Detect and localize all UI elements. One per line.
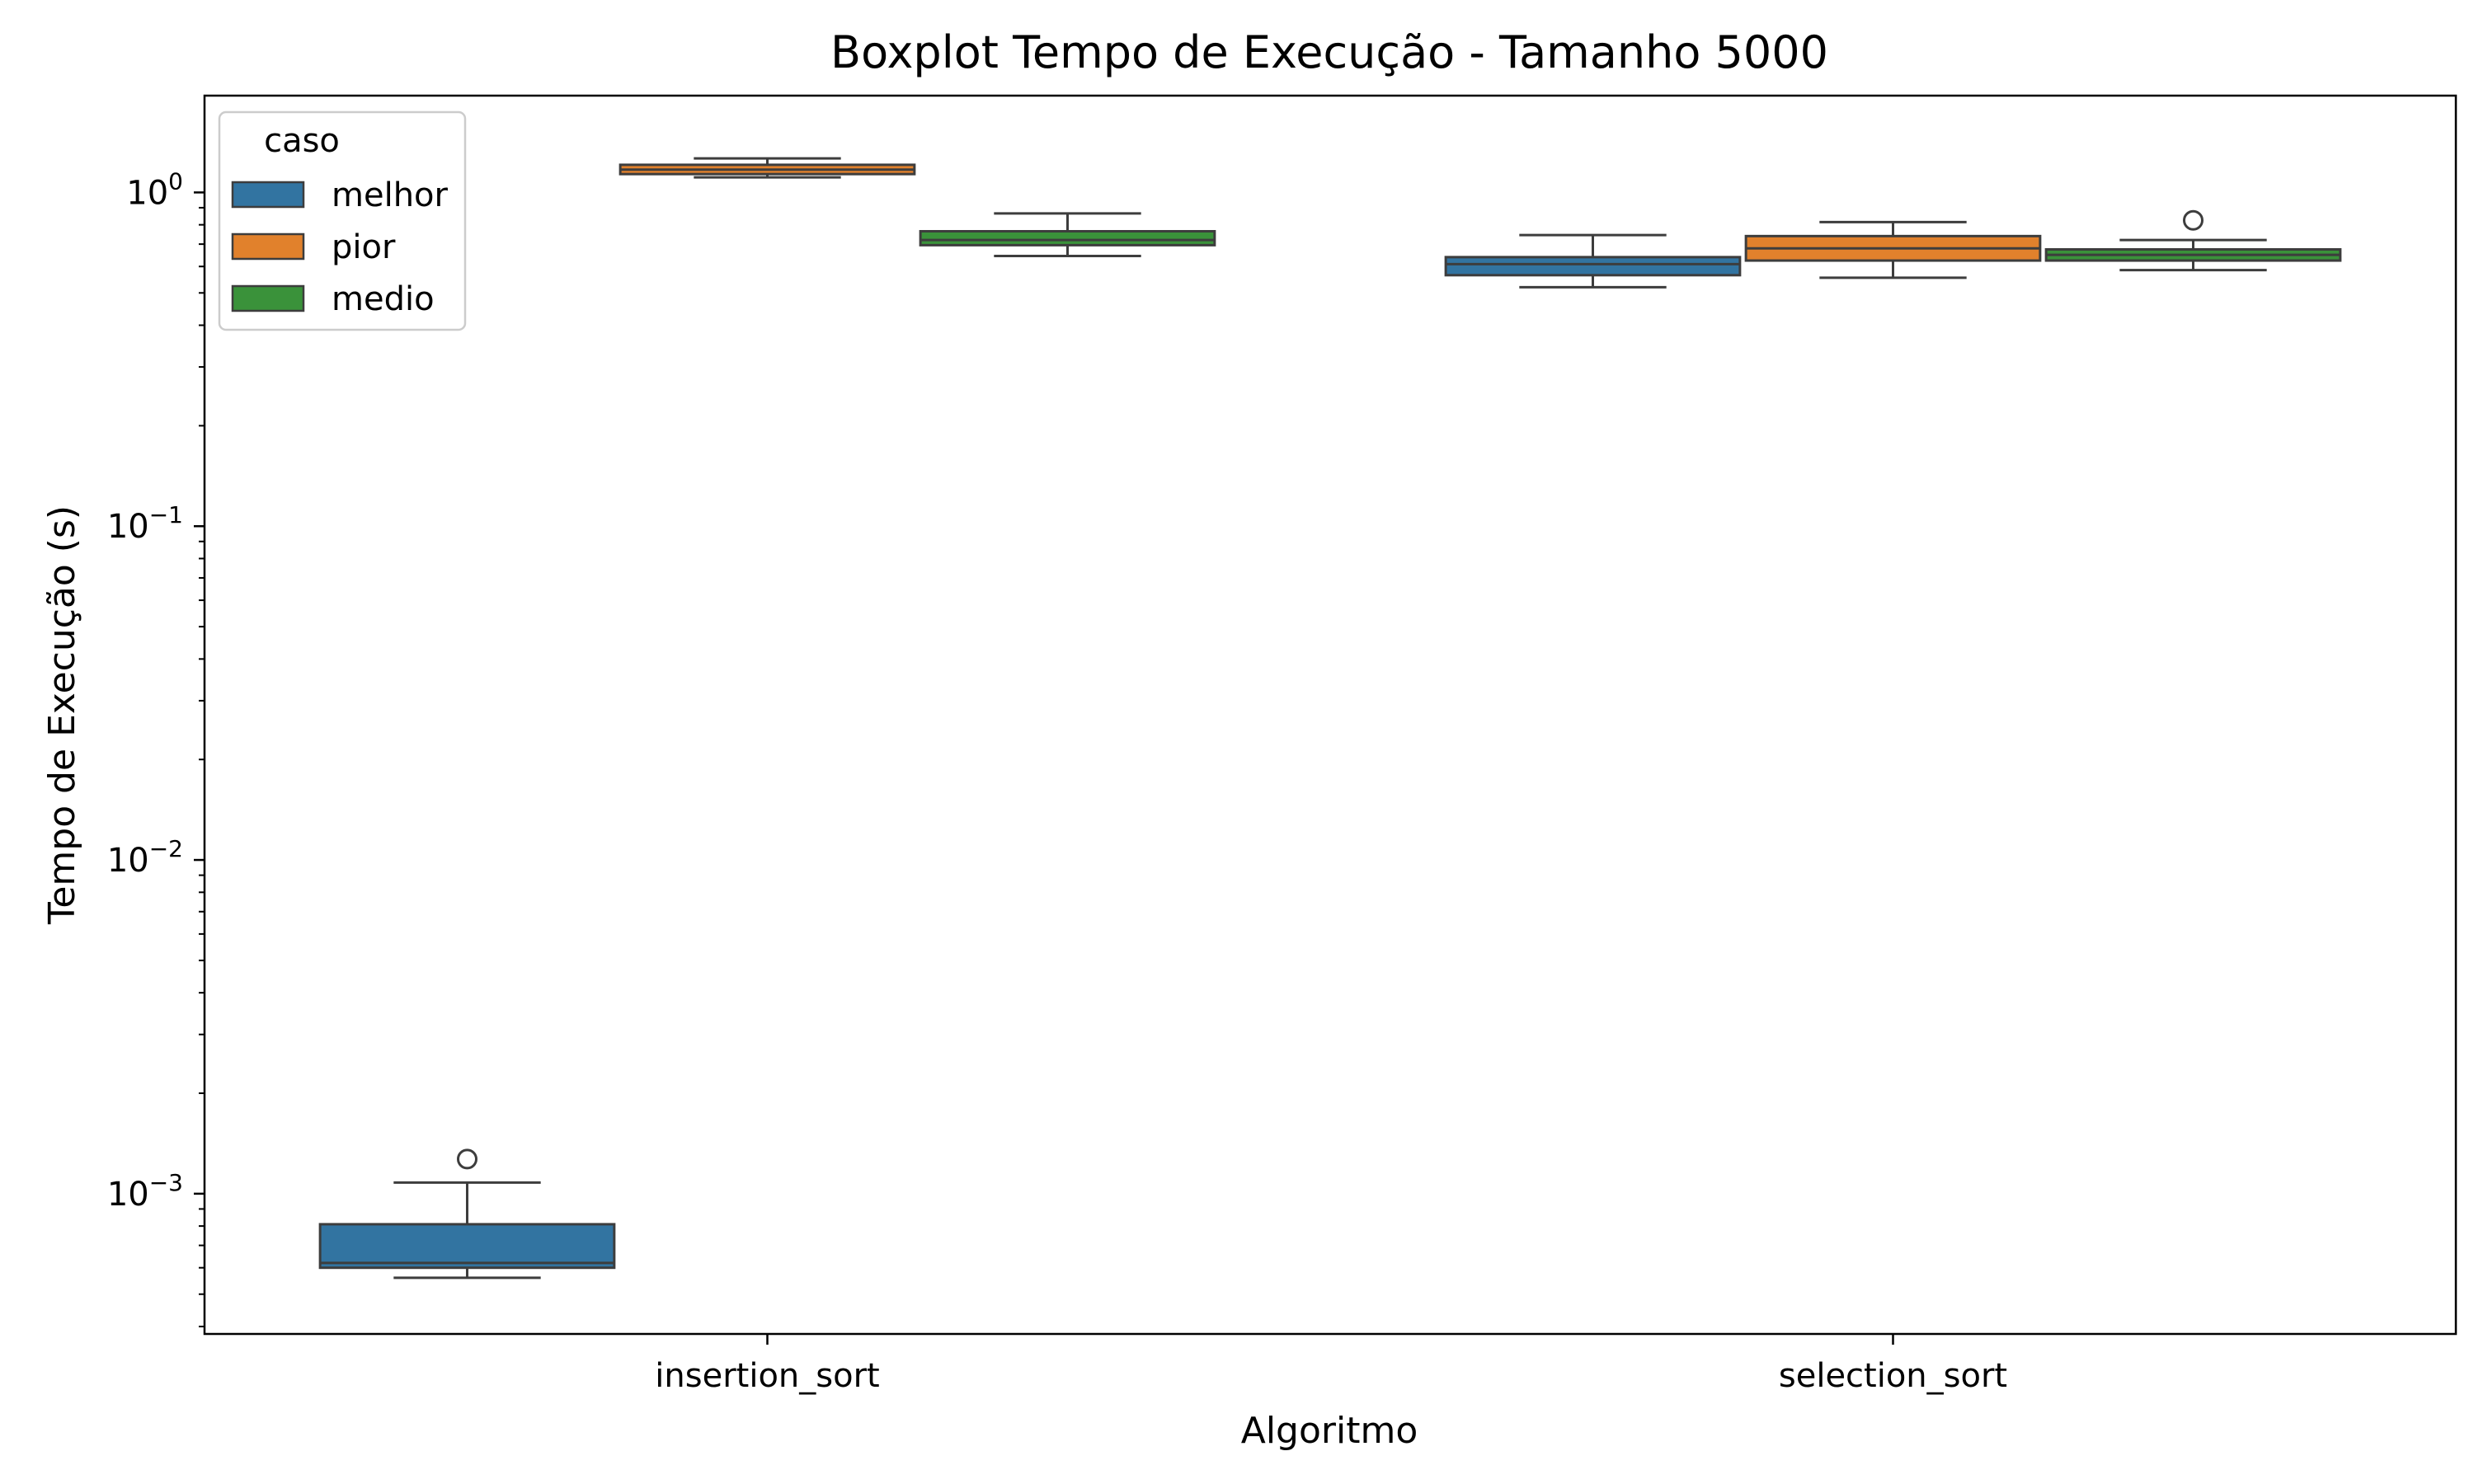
x-tick-label-selection_sort: selection_sort	[1779, 1357, 2007, 1395]
plot-frame	[203, 94, 2458, 1336]
legend-swatch	[231, 284, 305, 312]
box-melhor-insertion_sort	[318, 1148, 616, 1280]
x-tick-label-insertion_sort: insertion_sort	[655, 1357, 879, 1395]
legend-box	[218, 110, 467, 331]
outlier-point	[2183, 209, 2204, 231]
legend: caso melhor pior medio	[218, 110, 467, 331]
box-melhor-selection_sort	[1444, 233, 1742, 289]
legend-entry-pior: pior	[231, 228, 396, 266]
box-medio-insertion_sort	[919, 212, 1216, 258]
axes-layer: 10−3 10−2 10−1 100 insertion_sort selection_s…	[107, 167, 2007, 1395]
box-body	[919, 230, 1216, 247]
chart-title: Boxplot Tempo de Execução - Tamanho 5000	[830, 26, 1828, 78]
box-pior-insertion_sort	[618, 157, 916, 179]
legend-label: pior	[332, 228, 396, 266]
x-axis-label: Algoritmo	[1241, 1410, 1418, 1452]
legend-swatch	[231, 181, 305, 209]
boxes-layer	[318, 157, 2342, 1280]
legend-swatch	[231, 232, 305, 261]
box-medio-selection_sort	[2044, 209, 2342, 272]
legend-title: caso	[264, 122, 340, 160]
legend-entry-melhor: melhor	[231, 176, 449, 214]
box-pior-selection_sort	[1744, 220, 2042, 279]
legend-entry-medio: medio	[231, 280, 435, 318]
legend-label: medio	[332, 280, 435, 318]
y-tick-label: 100	[126, 167, 183, 212]
legend-label: melhor	[332, 176, 449, 214]
box-body	[1444, 256, 1742, 277]
y-tick-label: 10−2	[107, 835, 183, 880]
y-tick-label: 10−3	[107, 1169, 183, 1214]
y-axis-label: Tempo de Execução (s)	[41, 505, 83, 925]
box-body	[318, 1223, 616, 1270]
y-tick-label: 10−1	[107, 501, 183, 546]
outlier-point	[457, 1148, 477, 1170]
